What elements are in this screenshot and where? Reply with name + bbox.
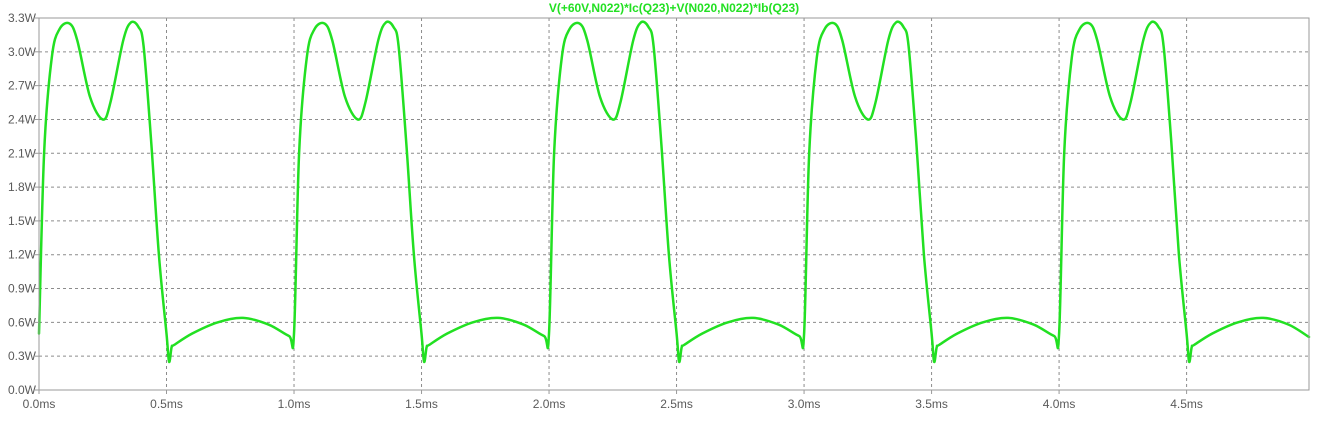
x-axis: 0.0ms 0.5ms 1.0ms 1.5ms 2.0ms 2.5ms 3.0ms 3.5ms… xyxy=(23,390,1203,411)
y-tick-label: 0.9W xyxy=(8,282,37,296)
trace-title[interactable]: V(+60V,N022)*Ic(Q23)+V(N020,N022)*Ib(Q23… xyxy=(549,1,799,15)
y-tick-label: 0.6W xyxy=(8,315,37,329)
y-tick-label: 1.5W xyxy=(8,214,37,228)
y-tick-label: 2.4W xyxy=(8,112,37,126)
y-tick-label: 0.3W xyxy=(8,349,37,363)
y-axis: 0.0W 0.3W 0.6W 0.9W 1.2W 1.5W 1.8W 2.1W 2.4W 2.7W… xyxy=(8,11,39,397)
x-tick-label: 0.0ms xyxy=(23,397,56,411)
y-tick-label: 1.2W xyxy=(8,248,37,262)
series-line xyxy=(37,20,1311,364)
y-tick-label: 2.1W xyxy=(8,146,37,160)
y-tick-label: 3.0W xyxy=(8,45,37,59)
x-tick-label: 4.5ms xyxy=(1170,397,1203,411)
x-tick-label: 1.0ms xyxy=(278,397,311,411)
y-tick-label: 0.0W xyxy=(8,383,37,397)
y-tick-label: 2.7W xyxy=(8,79,37,93)
x-tick-label: 2.5ms xyxy=(660,397,693,411)
x-tick-label: 0.5ms xyxy=(150,397,183,411)
x-tick-label: 3.5ms xyxy=(915,397,948,411)
x-tick-label: 4.0ms xyxy=(1043,397,1076,411)
plot-frame xyxy=(38,17,1310,391)
y-tick-label: 1.8W xyxy=(8,180,37,194)
x-tick-label: 2.0ms xyxy=(533,397,566,411)
x-tick-label: 3.0ms xyxy=(788,397,821,411)
x-tick-label: 1.5ms xyxy=(405,397,438,411)
grid xyxy=(39,18,1309,390)
trace-layer xyxy=(37,20,1311,364)
y-tick-label: 3.3W xyxy=(8,11,37,25)
